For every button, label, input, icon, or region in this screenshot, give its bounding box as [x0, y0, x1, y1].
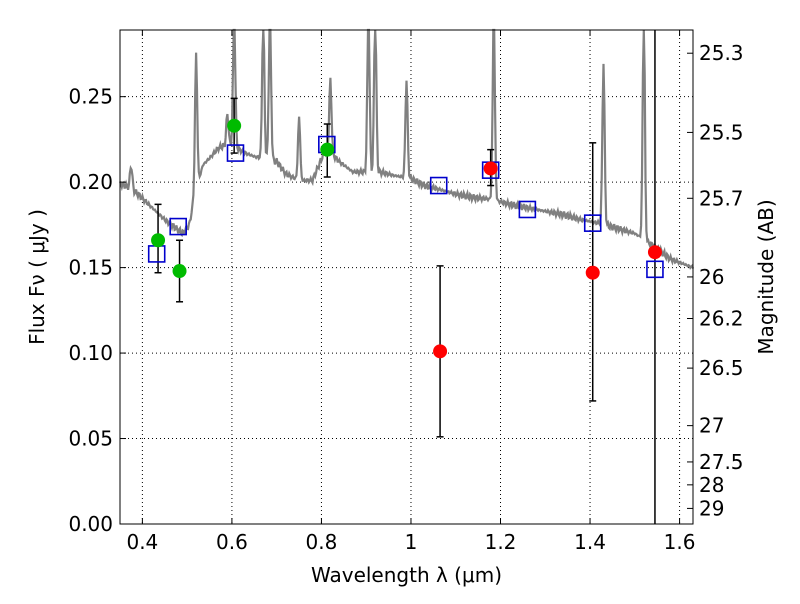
x-tick-label: 1 [405, 530, 418, 554]
model-point-square [583, 214, 602, 232]
y-axis-label: Flux Fν ( μJy ) [25, 209, 49, 345]
data-point-circle [483, 161, 498, 176]
magnitude-tick-label: 27 [699, 414, 724, 438]
y-tick-label: 0.00 [68, 512, 113, 536]
marker-layer [147, 118, 664, 359]
data-point-circle [151, 233, 166, 248]
model-point-square [147, 245, 166, 263]
data-point-circle [172, 264, 187, 279]
y-tick-label: 0.20 [68, 170, 113, 194]
model-point-square [169, 217, 187, 236]
model-point-square [429, 176, 448, 195]
y-tick-label: 0.05 [68, 427, 113, 451]
x-tick-label: 1.6 [664, 530, 696, 554]
magnitude-tick-label: 25.5 [699, 120, 744, 144]
magnitude-tick-label: 26.5 [699, 356, 744, 380]
x-tick-label: 1.2 [485, 530, 517, 554]
magnitude-tick-label: 28 [699, 473, 724, 497]
y-tick-label: 0.10 [68, 341, 113, 365]
x-tick-label: 1.4 [574, 530, 606, 554]
magnitude-tick-label: 26.2 [699, 306, 744, 330]
magnitude-tick-label: 27.5 [699, 450, 744, 474]
magnitude-tick-label: 26 [699, 265, 724, 289]
magnitude-axis-label: Magnitude (AB) [754, 199, 778, 354]
y-axis-ticks: 0.00 0.05 0.10 0.15 0.20 0.25 [68, 85, 126, 536]
data-point-circle [227, 118, 242, 133]
x-tick-label: 0.8 [306, 530, 338, 554]
spectrum-layer [118, 28, 695, 270]
magnitude-tick-label: 29 [699, 496, 724, 520]
x-tick-label: 0.4 [126, 530, 158, 554]
x-axis-label: Wavelength λ (μm) [311, 563, 502, 587]
model-point-square [518, 200, 537, 219]
y-tick-label: 0.15 [68, 256, 113, 280]
y-tick-label: 0.25 [68, 85, 113, 109]
model-spectrum-line [118, 28, 695, 270]
data-point-circle [647, 245, 662, 260]
data-point-circle [320, 142, 335, 157]
model-point-square [646, 260, 664, 279]
model-point-square [226, 144, 245, 162]
data-point-circle [585, 265, 600, 280]
x-axis-ticks: 0.4 0.6 0.8 1 1.2 1.4 1.6 [126, 30, 695, 554]
x-tick-label: 0.6 [216, 530, 248, 554]
magnitude-tick-label: 25.3 [699, 41, 744, 65]
data-point-circle [433, 344, 448, 359]
magnitude-tick-label: 25.7 [699, 186, 744, 210]
